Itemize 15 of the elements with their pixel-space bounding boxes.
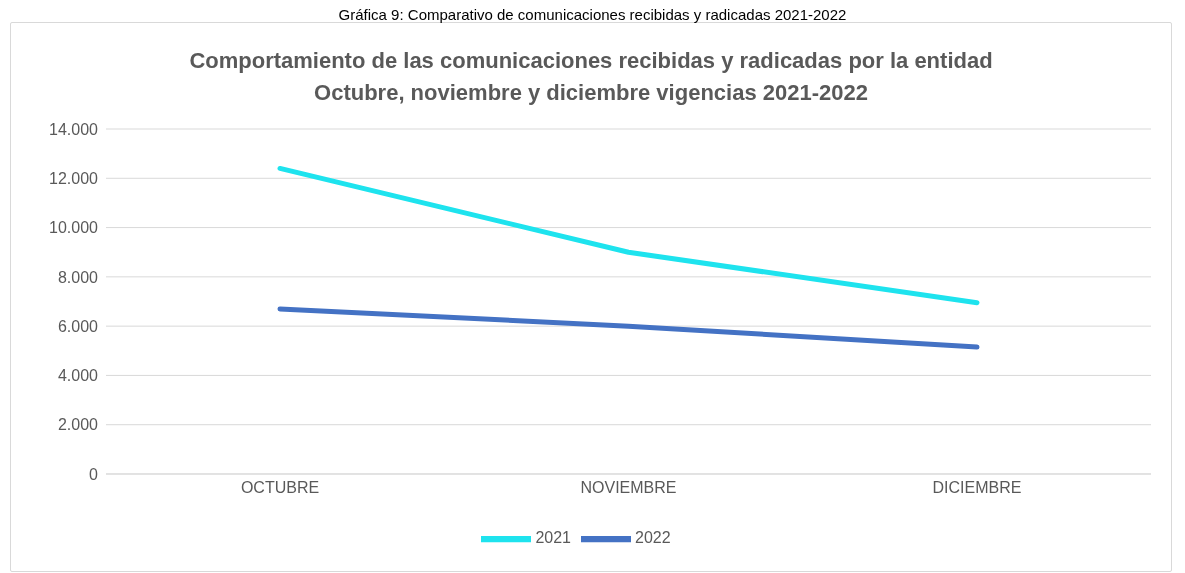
x-tick-label: DICIEMBRE [932,479,1022,497]
text: Gráfica 9: Comparativo de comunicaciones recibidas y radicadas 2021-2022 [337,6,848,23]
legend-label: 2022 [635,529,671,547]
y-tick-label: 2.000 [57,416,99,434]
y-tick-label: 8.000 [57,268,99,286]
y-tick-label: 14.000 [49,120,99,138]
x-tick-label: NOVIEMBRE [580,479,677,497]
y-tick-label: 6.000 [57,317,99,335]
y-tick-label: 12.000 [49,169,99,187]
chart-title: Comportamiento de las comunicaciones recibidas y radicadas por la entidad Octubre, noviembre y diciembre vigencias 2021-2022 [188,47,994,107]
y-tick-label: 10.000 [49,219,99,237]
x-tick-label: OCTUBRE [240,479,320,497]
y-tick-label: 4.000 [57,367,99,385]
y-tick-label: 0 [89,465,99,483]
legend-label: 2021 [535,529,571,547]
